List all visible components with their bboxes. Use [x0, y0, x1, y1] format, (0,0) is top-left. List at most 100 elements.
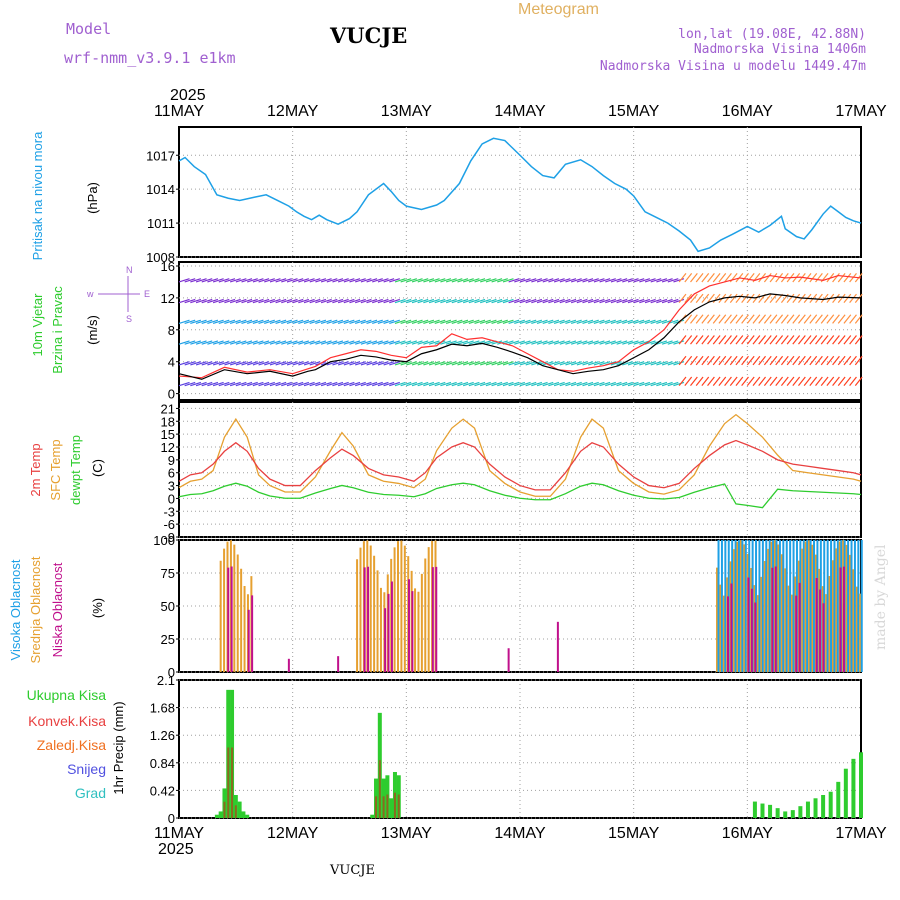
wind-arrow: [320, 340, 332, 345]
wind-arrow: [576, 278, 588, 283]
x-tick-label-bottom: 16MAY: [722, 825, 774, 842]
wind-arrow: [769, 314, 778, 324]
wind-arrow: [178, 361, 190, 366]
wind-arrow: [337, 319, 349, 324]
wind-arrow: [377, 278, 389, 283]
y-tick-label: 50: [161, 599, 175, 614]
wind-arrow: [326, 298, 338, 304]
wind-arrow: [349, 381, 361, 387]
wind-arrow: [406, 319, 418, 324]
wind-arrow: [320, 381, 332, 387]
wind-arrow: [406, 361, 418, 366]
precip-bar: [836, 781, 841, 818]
wind-arrow: [332, 278, 344, 283]
wind-arrow: [343, 361, 355, 366]
wind-arrow: [582, 298, 594, 304]
wind-arrow: [729, 335, 738, 345]
wind-arrow: [269, 361, 281, 366]
wind-arrow: [815, 314, 823, 324]
wind-arrow: [605, 319, 616, 324]
meteogram-title: Meteogram: [518, 1, 599, 18]
wind-arrow: [695, 272, 704, 283]
wind-arrow: [553, 298, 565, 304]
wind-arrow: [508, 319, 520, 324]
wind-arrow: [775, 376, 784, 387]
wind-arrow: [769, 376, 778, 387]
wind-arrow: [349, 319, 361, 324]
wind-arrow: [673, 381, 685, 387]
wind-arrow: [303, 361, 315, 366]
x-tick-label-top: 14MAY: [494, 103, 546, 120]
wind-arrow: [229, 278, 241, 283]
y-tick-label: 0: [168, 387, 175, 402]
wind-arrow: [593, 298, 605, 304]
wind-arrow: [832, 314, 840, 324]
wind-arrow: [576, 298, 588, 304]
wind-arrow: [224, 278, 236, 283]
y-tick-label: 18: [161, 414, 175, 429]
wind-arrow: [269, 278, 281, 283]
wind-arrow: [309, 381, 321, 387]
wind-arrow: [746, 314, 755, 324]
wind-arrow: [224, 319, 236, 324]
wind-arrow: [735, 314, 744, 324]
wind-arrow: [445, 278, 457, 283]
x-tick-label-top: 17MAY: [835, 103, 887, 120]
wind-arrow: [656, 381, 668, 387]
wind-arrow: [440, 381, 452, 387]
wind-arrow: [622, 340, 633, 345]
precip-bar: [752, 801, 757, 818]
precip-bar: [790, 810, 795, 818]
wind-arrow: [423, 381, 435, 387]
wind-arrow: [497, 319, 508, 324]
wind-arrow: [281, 381, 292, 387]
wind-arrow: [712, 335, 721, 345]
wind-arrow: [684, 335, 693, 345]
wind-arrow: [423, 340, 435, 345]
wind-arrow: [241, 381, 253, 387]
wind-arrow: [514, 361, 526, 366]
wind-arrow: [656, 361, 668, 366]
wind-arrow: [241, 298, 253, 304]
wind-arrow: [826, 314, 835, 324]
wind-arrow: [394, 319, 406, 324]
wind-arrow: [264, 340, 275, 345]
wind-arrow: [622, 278, 633, 283]
wind-arrow: [434, 298, 446, 304]
wind-arrow: [218, 340, 230, 345]
wind-arrow: [576, 361, 588, 366]
wind-arrow: [281, 340, 292, 345]
wind-arrow: [582, 361, 594, 366]
wind-arrow: [264, 278, 275, 283]
y-tick-label: 0.42: [150, 783, 175, 798]
wind-arrow: [389, 361, 400, 366]
wind-arrow: [502, 319, 514, 324]
wind-arrow: [758, 335, 767, 345]
wind-arrow: [729, 314, 738, 324]
wind-arrow: [309, 340, 321, 345]
wind-arrow: [599, 381, 611, 387]
wind-arrow: [252, 319, 264, 324]
wind-arrow: [281, 298, 292, 304]
wind-arrow: [565, 340, 577, 345]
wind-arrow: [559, 319, 571, 324]
wind-arrow: [411, 298, 423, 304]
wind-arrow: [462, 361, 474, 366]
wind-arrow: [497, 298, 508, 304]
wind-arrow: [639, 361, 651, 366]
wind-arrow: [292, 361, 304, 366]
wind-arrow: [417, 319, 429, 324]
wind-arrow: [298, 381, 310, 387]
wind-arrow: [406, 340, 418, 345]
wind-arrow: [519, 340, 531, 345]
wind-arrow: [820, 355, 829, 366]
wind-arrow: [417, 381, 429, 387]
wind-arrow: [309, 298, 321, 304]
wind-arrow: [258, 319, 270, 324]
wind-arrow: [667, 278, 679, 283]
wind-arrow: [252, 361, 264, 366]
y-tick-label: 1014: [146, 182, 175, 197]
wind-arrow: [837, 335, 846, 345]
wind-arrow: [303, 319, 315, 324]
gust-line: [178, 274, 862, 379]
